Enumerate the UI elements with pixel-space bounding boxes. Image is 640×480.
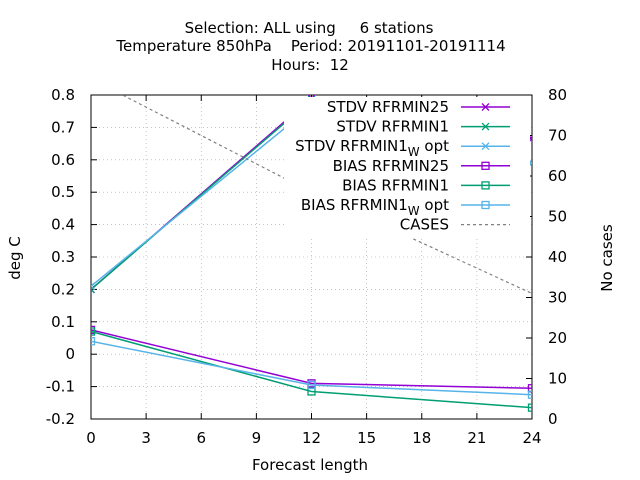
- series-point: [527, 384, 532, 393]
- series-line: [91, 329, 532, 389]
- series-6: [91, 337, 532, 399]
- y-tick-label: 0.2: [51, 280, 75, 298]
- chart-title-line-3: Hours: 12: [271, 56, 349, 74]
- legend-label: BIAS RFRMIN25: [333, 157, 449, 175]
- x-tick-label: 6: [196, 429, 206, 447]
- chart-title-line-1: Selection: ALL using 6 stations: [185, 19, 434, 37]
- y2-axis-label: No cases: [598, 224, 616, 292]
- legend-label: STDV RFRMIN1: [336, 118, 449, 136]
- series-point: [91, 337, 96, 346]
- legend-sample-marker: [481, 122, 490, 131]
- y2-tick-label: 30: [548, 289, 567, 307]
- legend-label: CASES: [400, 216, 449, 234]
- legend-sample-marker: [481, 142, 490, 151]
- y2-tick-label: 80: [548, 86, 567, 104]
- series-point: [527, 390, 532, 399]
- series-point: [307, 380, 316, 390]
- chart-title-line-2: Temperature 850hPa Period: 20191101-2019…: [115, 37, 505, 55]
- series-line: [91, 330, 532, 409]
- y-tick-label: 0.7: [51, 118, 75, 136]
- legend-label: STDV RFRMIN1W opt: [295, 137, 449, 159]
- x-axis-label: Forecast length: [252, 456, 368, 474]
- y-tick-label: -0.2: [46, 410, 75, 428]
- legend-sample-marker: [481, 181, 490, 190]
- y-axis-label: deg C: [6, 236, 24, 280]
- series-point: [91, 285, 95, 294]
- y-tick-label: 0.4: [51, 216, 75, 234]
- x-tick-label: 0: [86, 429, 96, 447]
- legend-sample-marker: [481, 161, 490, 170]
- y2-tick-label: 0: [548, 410, 558, 428]
- legend-sample-marker: [481, 103, 490, 111]
- legend-label: BIAS RFRMIN1W opt: [301, 196, 449, 218]
- y-tick-label: 0.6: [51, 151, 75, 169]
- y2-axis: 0 10 20 30 40 50 60 70 80: [526, 86, 567, 428]
- legend-sample-marker: [481, 200, 490, 210]
- y2-tick-label: 20: [548, 329, 567, 347]
- series-5: [91, 327, 532, 412]
- series-point: [527, 403, 532, 412]
- x-tick-label: 12: [302, 429, 321, 447]
- x-tick-label: 9: [252, 429, 262, 447]
- legend-label: STDV RFRMIN25: [327, 98, 449, 116]
- legend-label: BIAS RFRMIN1: [342, 176, 449, 194]
- y2-tick-label: 60: [548, 167, 567, 185]
- y2-tick-label: 40: [548, 248, 567, 266]
- x-tick-label: 3: [141, 429, 151, 447]
- series-point: [91, 327, 96, 336]
- y2-tick-label: 50: [548, 208, 567, 226]
- y-tick-label: 0.5: [51, 183, 75, 201]
- x-tick-label: 24: [522, 429, 541, 447]
- y-tick-label: 0.3: [51, 248, 75, 266]
- x-tick-label: 15: [357, 429, 376, 447]
- y2-tick-label: 70: [548, 127, 567, 145]
- y-tick-label: 0.8: [51, 86, 75, 104]
- y-axis: -0.2 -0.1 0 0.1 0.2 0.3 0.4 0.5 0.6 0.7 0.8: [46, 86, 97, 428]
- y-tick-label: -0.1: [46, 378, 75, 396]
- series-point: [91, 282, 95, 291]
- y-tick-label: 0: [65, 345, 75, 363]
- y2-tick-label: 10: [548, 370, 567, 388]
- y-tick-label: 0.1: [51, 313, 75, 331]
- series-line: [91, 340, 532, 396]
- x-tick-label: 21: [467, 429, 486, 447]
- x-tick-label: 18: [412, 429, 431, 447]
